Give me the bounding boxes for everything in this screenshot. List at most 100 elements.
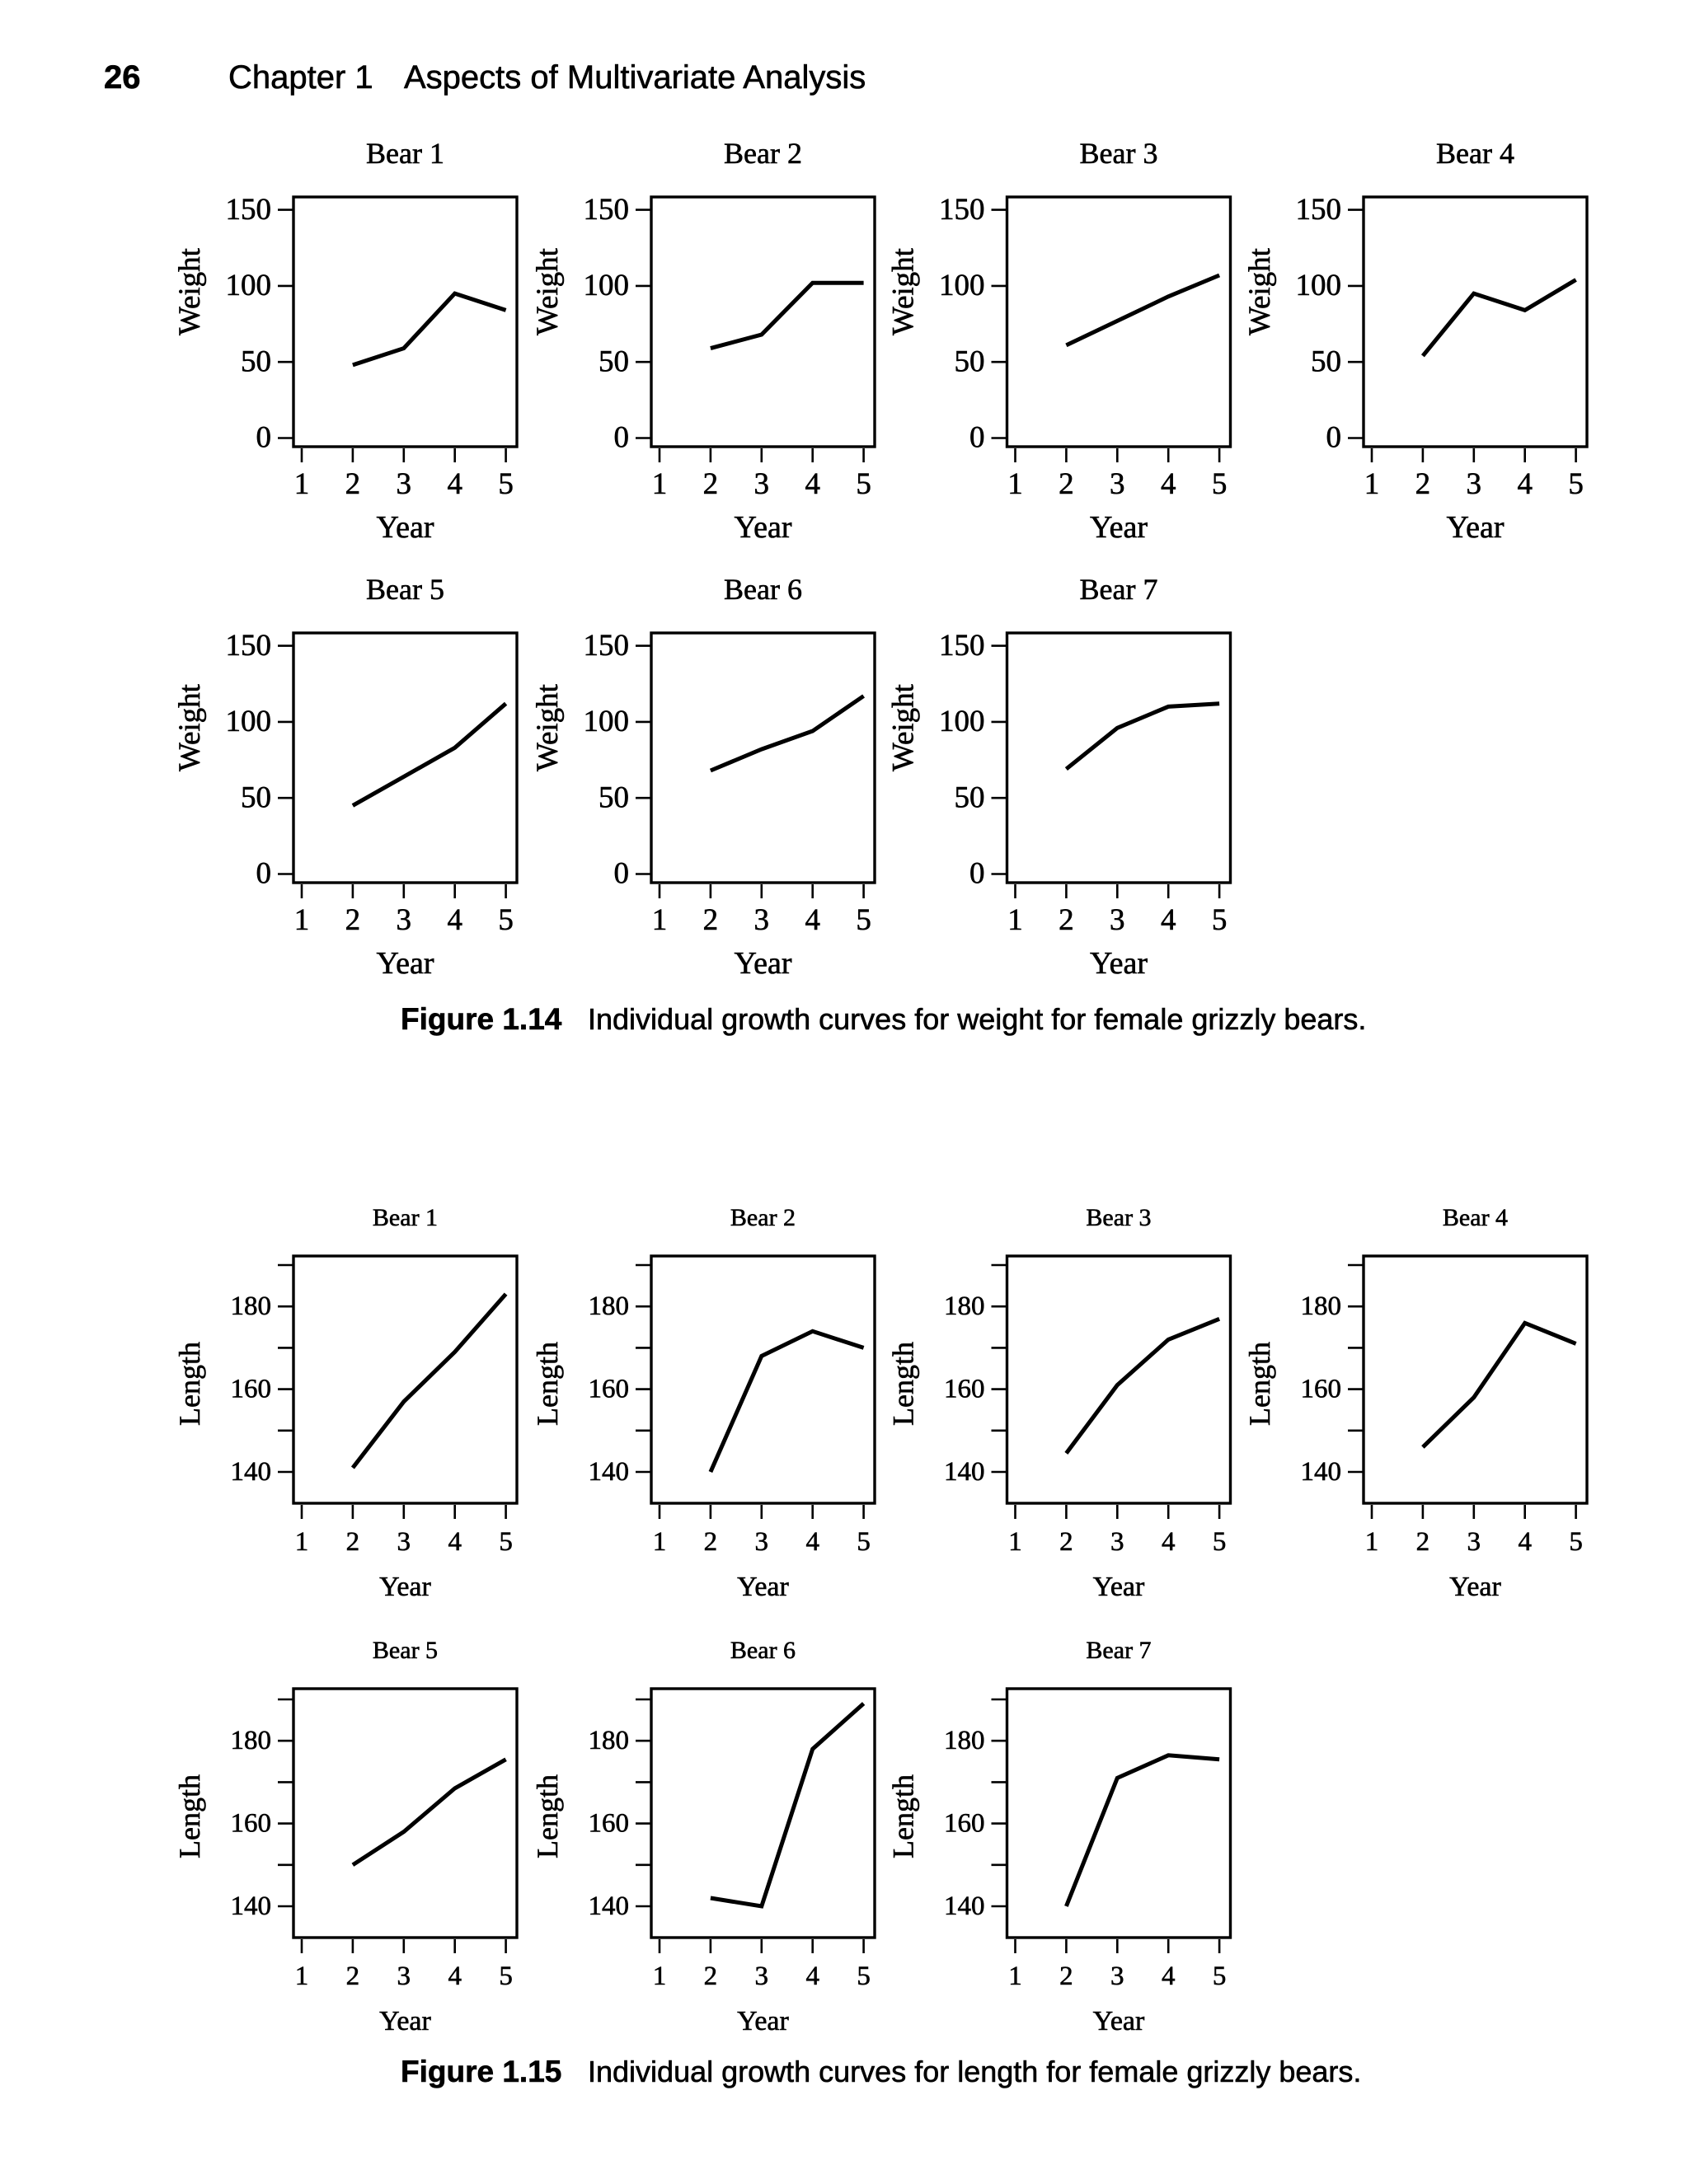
svg-text:Figure 1.15: Figure 1.15 <box>401 2055 561 2088</box>
svg-text:4: 4 <box>805 467 820 501</box>
svg-text:100: 100 <box>939 269 985 302</box>
svg-text:180: 180 <box>944 1291 985 1321</box>
svg-text:Weight: Weight <box>887 683 921 771</box>
svg-text:Aspects of Multivariate Analys: Aspects of Multivariate Analysis <box>404 59 866 96</box>
svg-text:150: 150 <box>939 629 985 663</box>
svg-text:1: 1 <box>653 1527 667 1557</box>
svg-text:1: 1 <box>653 1961 667 1991</box>
svg-text:160: 160 <box>944 1375 985 1404</box>
svg-text:3: 3 <box>397 467 412 501</box>
svg-text:1: 1 <box>294 903 310 937</box>
svg-text:50: 50 <box>241 780 271 814</box>
svg-text:160: 160 <box>589 1375 630 1404</box>
svg-text:Bear 5: Bear 5 <box>366 573 444 606</box>
svg-text:5: 5 <box>498 903 514 937</box>
svg-text:Length: Length <box>531 1342 564 1426</box>
svg-text:50: 50 <box>599 780 629 814</box>
svg-text:180: 180 <box>589 1291 630 1321</box>
svg-text:150: 150 <box>226 629 272 663</box>
svg-text:150: 150 <box>939 193 985 227</box>
svg-text:Weight: Weight <box>1243 247 1277 335</box>
svg-text:Year: Year <box>1090 510 1148 545</box>
svg-text:160: 160 <box>589 1809 630 1839</box>
svg-text:1: 1 <box>295 1527 309 1557</box>
svg-text:5: 5 <box>856 467 871 501</box>
svg-text:3: 3 <box>1110 903 1125 937</box>
svg-text:Weight: Weight <box>531 247 565 335</box>
svg-text:3: 3 <box>754 903 770 937</box>
svg-text:4: 4 <box>1162 1961 1176 1991</box>
svg-text:5: 5 <box>857 1527 871 1557</box>
svg-text:Bear 6: Bear 6 <box>724 573 802 606</box>
svg-text:100: 100 <box>226 705 272 738</box>
svg-text:3: 3 <box>1110 1527 1124 1557</box>
svg-text:Length: Length <box>887 1342 920 1426</box>
svg-text:140: 140 <box>231 1457 272 1487</box>
svg-text:0: 0 <box>1326 421 1342 455</box>
svg-text:Year: Year <box>1090 946 1148 981</box>
svg-text:2: 2 <box>1059 1961 1073 1991</box>
svg-text:4: 4 <box>448 1527 462 1557</box>
svg-text:Year: Year <box>376 510 434 545</box>
svg-text:Year: Year <box>1449 1572 1501 1602</box>
svg-text:100: 100 <box>584 269 630 302</box>
svg-text:0: 0 <box>256 421 272 455</box>
svg-text:100: 100 <box>584 705 630 738</box>
svg-text:Bear 2: Bear 2 <box>730 1204 796 1231</box>
svg-text:140: 140 <box>589 1457 630 1487</box>
svg-text:50: 50 <box>955 344 985 378</box>
svg-text:3: 3 <box>1110 1961 1124 1991</box>
svg-text:0: 0 <box>969 421 985 455</box>
svg-text:5: 5 <box>1212 467 1228 501</box>
svg-text:Year: Year <box>737 2006 789 2036</box>
svg-text:3: 3 <box>755 1527 769 1557</box>
svg-text:100: 100 <box>939 705 985 738</box>
svg-text:1: 1 <box>1364 467 1380 501</box>
svg-text:Year: Year <box>379 1572 431 1602</box>
svg-text:5: 5 <box>498 467 514 501</box>
svg-text:Bear 4: Bear 4 <box>1436 137 1514 170</box>
svg-text:4: 4 <box>1162 1527 1176 1557</box>
svg-text:3: 3 <box>1467 467 1482 501</box>
svg-text:Year: Year <box>1093 1572 1145 1602</box>
svg-text:5: 5 <box>499 1961 513 1991</box>
svg-text:180: 180 <box>1301 1291 1342 1321</box>
svg-text:100: 100 <box>1296 269 1342 302</box>
svg-text:50: 50 <box>599 344 629 378</box>
svg-text:1: 1 <box>1008 1961 1022 1991</box>
svg-text:4: 4 <box>805 903 820 937</box>
svg-text:180: 180 <box>589 1726 630 1755</box>
svg-text:2: 2 <box>1415 467 1431 501</box>
svg-text:0: 0 <box>969 857 985 891</box>
svg-text:5: 5 <box>1213 1527 1227 1557</box>
svg-text:1: 1 <box>295 1961 309 1991</box>
svg-text:Individual growth curves for w: Individual growth curves for weight for … <box>588 1002 1366 1036</box>
svg-text:150: 150 <box>1296 193 1342 227</box>
svg-text:2: 2 <box>1059 1527 1073 1557</box>
svg-text:Bear 7: Bear 7 <box>1080 573 1158 606</box>
svg-text:4: 4 <box>447 903 462 937</box>
svg-text:3: 3 <box>754 467 770 501</box>
svg-text:2: 2 <box>346 1527 360 1557</box>
svg-text:Year: Year <box>734 946 791 981</box>
svg-text:4: 4 <box>1518 1527 1532 1557</box>
svg-text:1: 1 <box>1007 903 1023 937</box>
svg-text:0: 0 <box>256 857 272 891</box>
svg-text:50: 50 <box>955 780 985 814</box>
svg-text:50: 50 <box>241 344 271 378</box>
svg-text:Figure 1.14: Figure 1.14 <box>401 1002 562 1036</box>
svg-text:5: 5 <box>499 1527 513 1557</box>
svg-text:1: 1 <box>294 467 310 501</box>
svg-text:Bear 1: Bear 1 <box>366 137 444 170</box>
svg-text:Year: Year <box>379 2006 431 2036</box>
svg-text:3: 3 <box>1110 467 1125 501</box>
svg-text:3: 3 <box>397 1527 411 1557</box>
svg-text:160: 160 <box>1301 1375 1342 1404</box>
svg-text:5: 5 <box>1212 903 1228 937</box>
svg-text:Chapter 1: Chapter 1 <box>228 59 373 96</box>
svg-text:Length: Length <box>173 1342 206 1426</box>
svg-text:160: 160 <box>231 1809 272 1839</box>
svg-text:0: 0 <box>614 857 630 891</box>
svg-text:140: 140 <box>1301 1457 1342 1487</box>
svg-text:150: 150 <box>226 193 272 227</box>
